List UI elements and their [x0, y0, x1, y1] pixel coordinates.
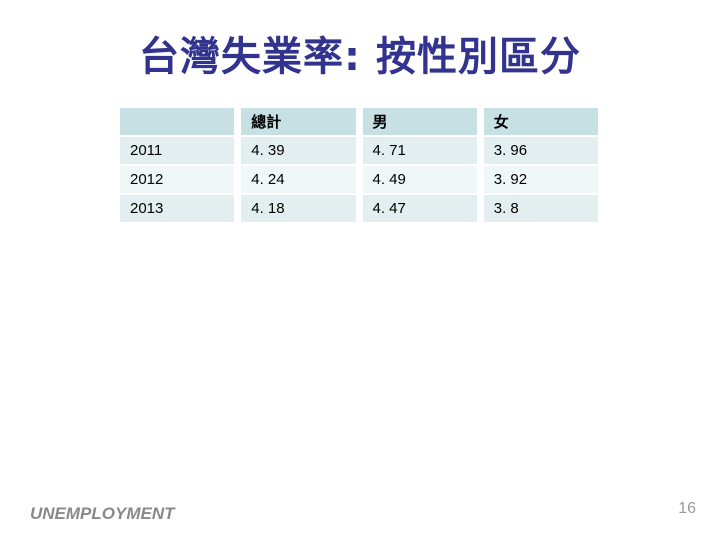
female-cell: 3. 96	[483, 137, 598, 164]
year-cell: 2011	[120, 137, 235, 164]
table-row: 2011 4. 39 4. 71 3. 96	[120, 137, 598, 164]
total-cell: 4. 18	[241, 195, 356, 222]
total-cell: 4. 39	[241, 137, 356, 164]
table-header-cell-male: 男	[362, 108, 477, 135]
female-cell: 3. 8	[483, 195, 598, 222]
footer-label: UNEMPLOYMENT	[30, 504, 175, 523]
year-cell: 2013	[120, 195, 235, 222]
page-number: 16	[678, 500, 696, 517]
total-cell: 4. 24	[241, 166, 356, 193]
table-row: 2013 4. 18 4. 47 3. 8	[120, 195, 598, 222]
male-cell: 4. 49	[362, 166, 477, 193]
table-header-cell-blank	[120, 108, 235, 135]
male-cell: 4. 71	[362, 137, 477, 164]
table-row: 2012 4. 24 4. 49 3. 92	[120, 166, 598, 193]
unemployment-table: 總計 男 女 2011 4. 39 4. 71 3. 96 2012 4. 24…	[113, 106, 605, 224]
table-header: 總計 男 女	[120, 108, 598, 135]
table-header-cell-female: 女	[483, 108, 598, 135]
slide-title: 台灣失業率: 按性別區分	[139, 34, 581, 80]
year-cell: 2012	[120, 166, 235, 193]
female-cell: 3. 92	[483, 166, 598, 193]
male-cell: 4. 47	[362, 195, 477, 222]
table-header-cell-total: 總計	[241, 108, 356, 135]
table-header-row: 總計 男 女	[120, 108, 598, 135]
